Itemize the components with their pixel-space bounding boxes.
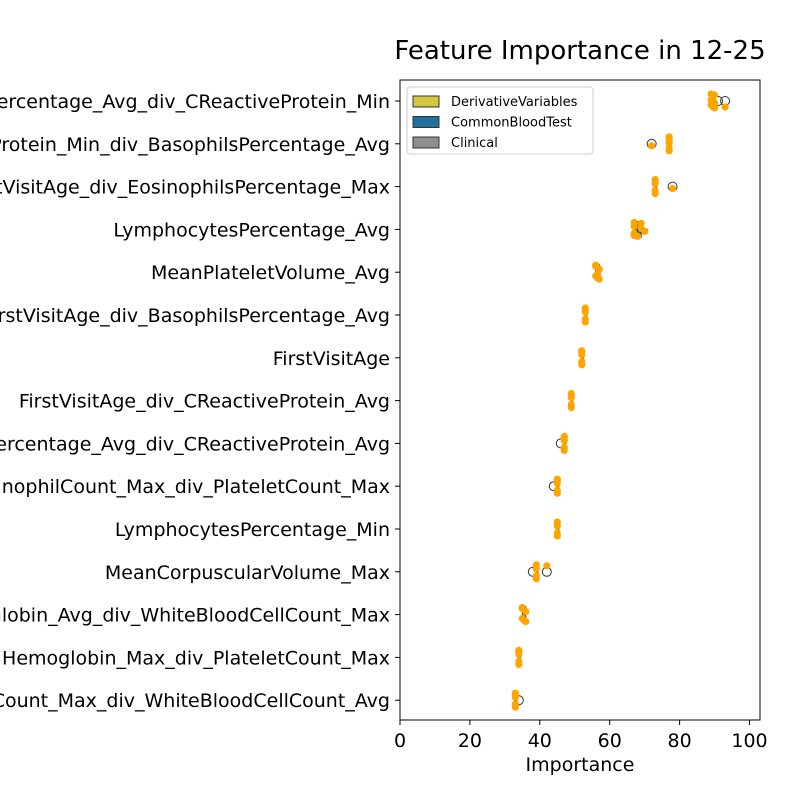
chart-title: Feature Importance in 12-25 [394,36,765,66]
y-tick-label: FirstVisitAge_div_EosinophilsPercentage_… [0,177,390,199]
data-point [515,647,523,656]
data-point [648,142,656,150]
legend-label: DerivativeVariables [451,95,578,110]
data-point [511,703,519,711]
plot-frame [399,79,761,721]
data-point [669,185,677,193]
y-tick-label: FirstVisitAge [273,348,390,370]
data-point [665,139,673,147]
data-point [560,446,568,454]
data-point [522,618,530,626]
data-point [665,134,673,142]
y-tick-label: BasophilsPercentage_Avg_div_CReactivePro… [0,91,390,113]
y-tick-label: Hemoglobin_Avg_div_WhiteBloodCellCount_M… [0,605,390,627]
data-point [581,305,589,313]
legend-swatch [412,136,440,149]
plot-area [511,90,731,711]
x-tick-label: 20 [458,730,482,752]
data-point [567,391,575,399]
data-point [567,404,575,412]
data-point [593,270,602,278]
data-point [630,231,638,239]
data-point [578,348,586,356]
legend-label: CommonBloodTest [451,116,572,131]
x-tick-label: 40 [528,730,552,752]
data-point [710,104,719,112]
data-point [532,575,540,583]
data-point [543,562,551,570]
data-point [592,262,600,270]
y-tick-label: LymphocytesPercentage_Min [115,519,390,541]
data-point [651,190,659,198]
x-tick-label: 60 [598,730,622,752]
y-tick-label: Hemoglobin_Max_div_PlateletCount_Max [2,647,390,669]
y-tick-label: MeanCorpuscularVolume_Max [105,562,390,584]
data-point [721,103,729,111]
y-tick-label: PlateletCount_Max_div_WhiteBloodCellCoun… [0,690,390,712]
y-tick-label: BasophilsPercentage_Avg_div_CReactivePro… [0,433,390,455]
data-point [578,361,586,369]
data-point [637,224,645,232]
data-point [665,147,673,155]
x-axis-label: Importance [526,754,635,776]
data-point [651,177,659,185]
legend-swatch [412,116,440,128]
legend-label: Clinical [451,136,498,151]
y-tick-label: FirstVisitAge_div_CReactiveProtein_Avg [19,391,390,413]
y-tick-label: LymphocytesPercentage_Avg [113,219,390,241]
data-point [710,91,719,99]
x-tick-label: 80 [668,730,692,752]
data-point [581,318,589,326]
x-tick-label: 0 [394,730,406,752]
data-point [560,433,568,441]
data-point [518,605,526,613]
x-tick-label: 100 [731,730,767,752]
data-point [532,565,540,573]
data-point [515,660,523,669]
y-tick-label: MeanPlateletVolume_Avg [151,262,390,284]
data-point [630,222,638,230]
legend: DerivativeVariables CommonBloodTest Clinic… [406,86,594,155]
data-point [553,489,561,497]
data-point [553,519,561,527]
y-tick-label: CReactiveProtein_Min_div_BasophilsPercen… [0,134,390,156]
data-point [553,476,561,484]
data-point [511,690,519,698]
data-point [637,219,645,227]
y-tick-label: FirstVisitAge_div_BasophilsPercentage_Av… [0,305,390,327]
y-tick-label: EosinophilCount_Max_div_PlateletCount_Ma… [0,476,390,498]
legend-swatch [412,95,440,108]
data-point [707,96,715,104]
legend-frame [406,86,594,155]
data-point [553,532,561,540]
